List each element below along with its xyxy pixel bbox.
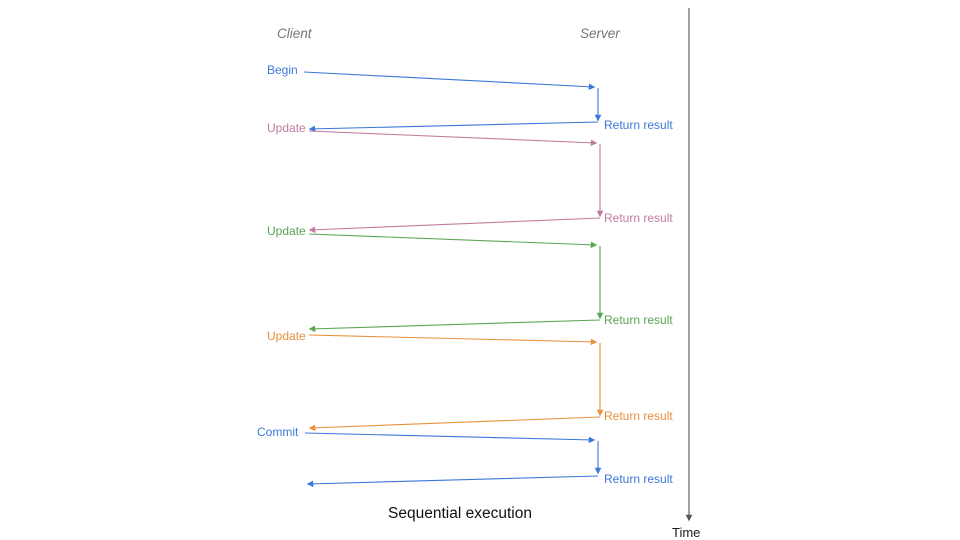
request-arrow-begin-0 [303,71,596,91]
request-arrow-update-2 [308,233,598,249]
request-arrow-update-3 [308,334,598,346]
return-arrow-update-1 [308,217,601,234]
return-result-label-update-1: Return result [604,211,673,225]
server-actor-label: Server [580,26,620,41]
message-label-commit-4: Commit [257,425,299,439]
return-result-label-begin-0: Return result [604,118,673,132]
diagram-caption: Sequential execution [388,505,532,522]
return-result-label-commit-4: Return result [604,472,673,486]
return-result-label-update-3: Return result [604,409,673,423]
message-label-begin-0: Begin [267,63,298,77]
return-arrow-update-2 [308,319,601,333]
request-arrow-commit-4 [304,432,596,444]
message-label-update-2: Update [267,224,306,238]
return-result-label-update-2: Return result [604,313,673,327]
return-arrow-commit-4 [306,475,599,488]
request-arrow-update-1 [308,130,598,147]
client-actor-label: Client [277,26,312,41]
time-axis-label: Time [672,525,701,540]
message-label-update-3: Update [267,329,306,343]
message-label-update-1: Update [267,121,306,135]
return-arrow-update-3 [308,416,601,432]
return-arrow-begin-0 [308,121,599,133]
